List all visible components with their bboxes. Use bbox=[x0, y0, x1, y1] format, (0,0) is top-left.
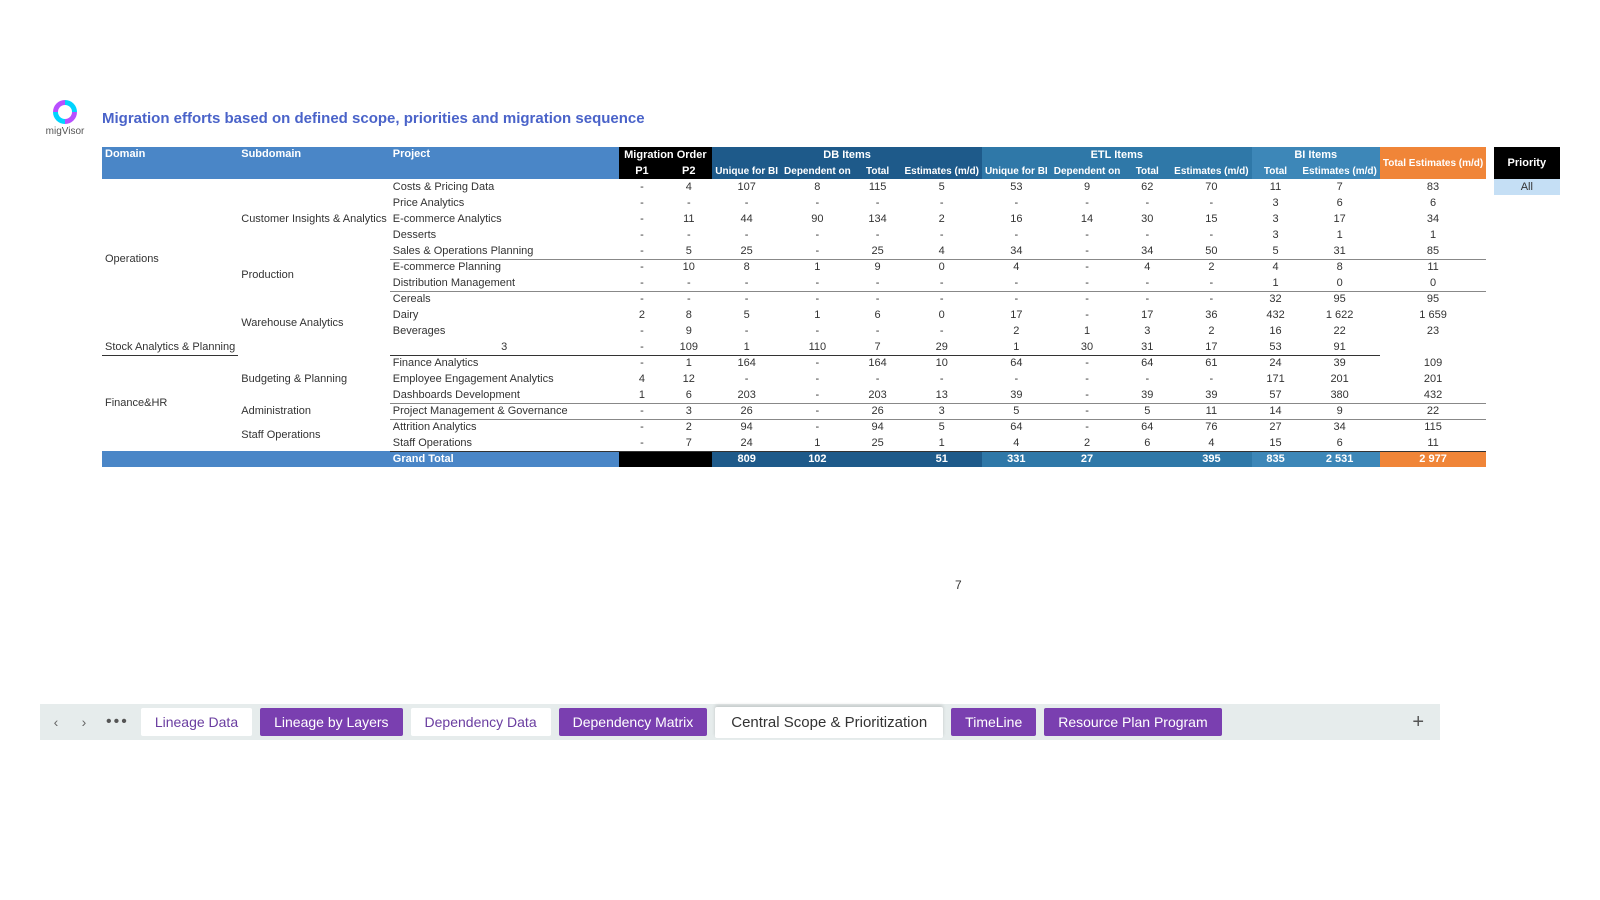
table-row: Finance&HRBudgeting & PlanningFinance An… bbox=[102, 355, 1560, 371]
add-tab-icon[interactable]: + bbox=[1402, 711, 1434, 734]
project-cell: Attrition Analytics bbox=[390, 419, 619, 435]
table-row: Staff OperationsAttrition Analytics-294-… bbox=[102, 419, 1560, 435]
col-etl-total: Total bbox=[1123, 163, 1171, 179]
tab-dependency-matrix[interactable]: Dependency Matrix bbox=[559, 708, 708, 736]
project-cell: Beverages bbox=[390, 323, 619, 339]
col-total-estimates: Total Estimates (m/d) bbox=[1380, 147, 1486, 179]
grand-total-label: Grand Total bbox=[390, 451, 619, 467]
table-body: OperationsCustomer Insights & AnalyticsC… bbox=[102, 179, 1560, 467]
page-number: 7 bbox=[955, 578, 962, 592]
project-cell: E-commerce Analytics bbox=[390, 211, 619, 227]
logo-icon bbox=[53, 100, 77, 124]
project-cell: Cereals bbox=[390, 291, 619, 307]
col-etl-dependent: Dependent on bbox=[1051, 163, 1124, 179]
col-bi-items: BI Items bbox=[1252, 147, 1380, 163]
col-db-items: DB Items bbox=[712, 147, 982, 163]
report-header: migVisor Migration efforts based on defi… bbox=[40, 100, 1560, 137]
col-db-estimates: Estimates (m/d) bbox=[901, 163, 981, 179]
subdomain-cell: Staff Operations bbox=[238, 419, 390, 451]
project-cell: Finance Analytics bbox=[390, 355, 619, 371]
priority-filter-all[interactable]: All bbox=[1494, 179, 1560, 195]
project-cell: Staff Operations bbox=[390, 435, 619, 451]
tab-menu-icon[interactable]: ••• bbox=[102, 713, 133, 731]
col-domain: Domain bbox=[102, 147, 238, 179]
page-title: Migration efforts based on defined scope… bbox=[102, 110, 645, 127]
project-cell: Dashboards Development bbox=[390, 387, 619, 403]
domain-cell: Finance&HR bbox=[102, 355, 238, 451]
grand-total-row: Grand Total80910251331273958352 5312 977 bbox=[102, 451, 1560, 467]
tab-prev-icon[interactable]: ‹ bbox=[46, 714, 66, 730]
col-p2: P2 bbox=[665, 163, 712, 179]
project-cell: Price Analytics bbox=[390, 195, 619, 211]
table-row: Warehouse AnalyticsCereals----------3295… bbox=[102, 291, 1560, 307]
project-cell: Costs & Pricing Data bbox=[390, 179, 619, 195]
col-p1: P1 bbox=[619, 163, 666, 179]
tab-lineage-by-layers[interactable]: Lineage by Layers bbox=[260, 708, 402, 736]
col-db-dependent: Dependent on bbox=[781, 163, 854, 179]
subdomain-cell: Budgeting & Planning bbox=[238, 355, 390, 403]
domain-cell: Operations bbox=[102, 179, 238, 339]
logo-text: migVisor bbox=[40, 126, 90, 137]
sheet-tab-strip: ‹ › ••• Lineage Data Lineage by Layers D… bbox=[40, 704, 1440, 740]
project-cell: Desserts bbox=[390, 227, 619, 243]
col-bi-total: Total bbox=[1252, 163, 1300, 179]
project-cell: Stock Analytics & Planning bbox=[102, 339, 238, 355]
col-priority: Priority bbox=[1494, 147, 1560, 179]
table-row: AdministrationProject Management & Gover… bbox=[102, 403, 1560, 419]
project-cell: Employee Engagement Analytics bbox=[390, 371, 619, 387]
col-migration-order: Migration Order bbox=[619, 147, 713, 163]
table-header: Domain Subdomain Project Migration Order… bbox=[102, 147, 1560, 179]
col-db-total: Total bbox=[854, 163, 902, 179]
tab-resource-plan[interactable]: Resource Plan Program bbox=[1044, 708, 1221, 736]
project-cell: Project Management & Governance bbox=[390, 403, 619, 419]
col-etl-unique: Unique for BI bbox=[982, 163, 1051, 179]
project-cell: Sales & Operations Planning bbox=[390, 243, 619, 259]
subdomain-cell: Production bbox=[238, 259, 390, 291]
tab-central-scope[interactable]: Central Scope & Prioritization bbox=[715, 707, 943, 738]
subdomain-cell: Customer Insights & Analytics bbox=[238, 179, 390, 259]
migration-table: Domain Subdomain Project Migration Order… bbox=[102, 147, 1560, 467]
col-etl-estimates: Estimates (m/d) bbox=[1171, 163, 1251, 179]
subdomain-cell: Warehouse Analytics bbox=[238, 291, 390, 355]
subdomain-cell: Administration bbox=[238, 403, 390, 419]
tab-timeline[interactable]: TimeLine bbox=[951, 708, 1036, 736]
data-table-container: Domain Subdomain Project Migration Order… bbox=[102, 147, 1560, 467]
logo: migVisor bbox=[40, 100, 90, 137]
col-bi-estimates: Estimates (m/d) bbox=[1299, 163, 1379, 179]
col-etl-items: ETL Items bbox=[982, 147, 1252, 163]
table-row: OperationsCustomer Insights & AnalyticsC… bbox=[102, 179, 1560, 195]
tab-next-icon[interactable]: › bbox=[74, 714, 94, 730]
project-cell: E-commerce Planning bbox=[390, 259, 619, 275]
col-subdomain: Subdomain bbox=[238, 147, 390, 179]
col-db-unique: Unique for BI bbox=[712, 163, 781, 179]
tab-dependency-data[interactable]: Dependency Data bbox=[411, 708, 551, 736]
project-cell: Dairy bbox=[390, 307, 619, 323]
tab-lineage-data[interactable]: Lineage Data bbox=[141, 708, 252, 736]
col-project: Project bbox=[390, 147, 619, 179]
project-cell: Distribution Management bbox=[390, 275, 619, 291]
table-row: ProductionE-commerce Planning-1081904-42… bbox=[102, 259, 1560, 275]
